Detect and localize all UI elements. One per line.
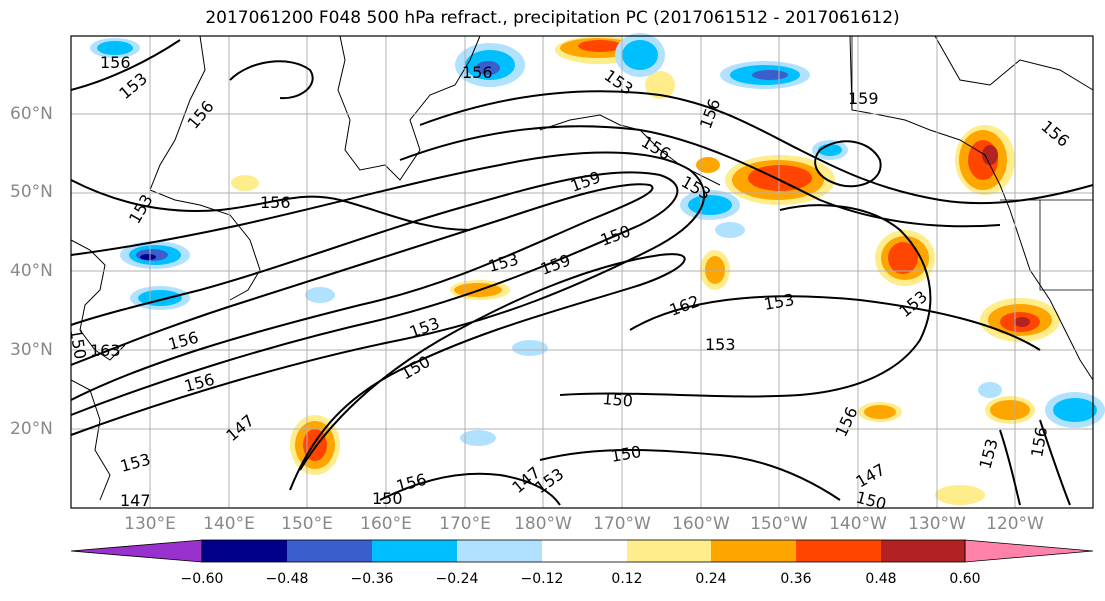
colorbar-segment: [627, 540, 711, 562]
contour-label: 156: [100, 53, 131, 72]
contour-label: 150: [602, 389, 634, 411]
lon-label: 140°E: [203, 514, 255, 534]
contour-label: 153: [705, 335, 736, 354]
lon-label: 140°W: [829, 514, 887, 534]
contour-label: 156: [260, 193, 291, 212]
lon-label: 150°W: [750, 514, 808, 534]
colorbar-segment: [964, 539, 1094, 563]
contour-label: 150: [372, 489, 403, 508]
colorbar-segment: [881, 540, 965, 562]
colorbar-tick-label: −0.36: [350, 571, 394, 587]
map-frame: [70, 35, 1094, 509]
lon-label: 130°E: [124, 514, 176, 534]
lon-label: 150°E: [281, 514, 333, 534]
contour-label: 147: [120, 491, 151, 510]
lat-label: 30°N: [10, 340, 53, 360]
colorbar-tick-label: 0.36: [780, 571, 812, 587]
colorbar-frame: [201, 539, 966, 563]
lon-label: 120°W: [986, 514, 1044, 534]
colorbar-segment: [287, 540, 372, 562]
lon-label: 130°W: [908, 514, 966, 534]
colorbar: [70, 539, 1094, 563]
contour-label: 159: [848, 89, 879, 108]
map-area: [71, 36, 1093, 508]
colorbar-tick-label: −0.24: [435, 571, 479, 587]
colorbar-segment: [542, 540, 627, 562]
colorbar-tick-label: −0.48: [265, 571, 309, 587]
colorbar-tick-label: 0.24: [695, 571, 727, 587]
lon-label: 170°E: [439, 514, 491, 534]
colorbar-segment: [202, 540, 287, 562]
map-title: 2017061200 F048 500 hPa refract., precip…: [205, 8, 900, 28]
colorbar-segment: [457, 540, 542, 562]
gridlines: [71, 36, 1093, 508]
colorbar-segment: [711, 540, 796, 562]
lon-label: 160°E: [360, 514, 412, 534]
lat-label: 50°N: [10, 182, 53, 202]
colorbar-segment: [796, 540, 881, 562]
colorbar-tick-label: 0.60: [949, 571, 981, 587]
colorbar-segment: [70, 539, 203, 563]
contour-label: 156: [462, 63, 493, 82]
lat-label: 40°N: [10, 261, 53, 281]
lat-label: 60°N: [10, 104, 53, 124]
colorbar-tick-label: 0.12: [611, 571, 643, 587]
colorbar-tick-label: −0.12: [520, 571, 564, 587]
lon-label: 170°W: [593, 514, 651, 534]
colorbar-tick-label: −0.60: [180, 571, 224, 587]
contour-label: 163: [90, 341, 121, 360]
lat-label: 20°N: [10, 419, 53, 439]
lon-label: 180°W: [514, 514, 572, 534]
refractivity-contours: [70, 39, 1094, 506]
colorbar-segment: [372, 540, 457, 562]
colorbar-tick-label: 0.48: [865, 571, 897, 587]
contour-label: 150: [66, 327, 90, 360]
lon-label: 160°W: [672, 514, 730, 534]
